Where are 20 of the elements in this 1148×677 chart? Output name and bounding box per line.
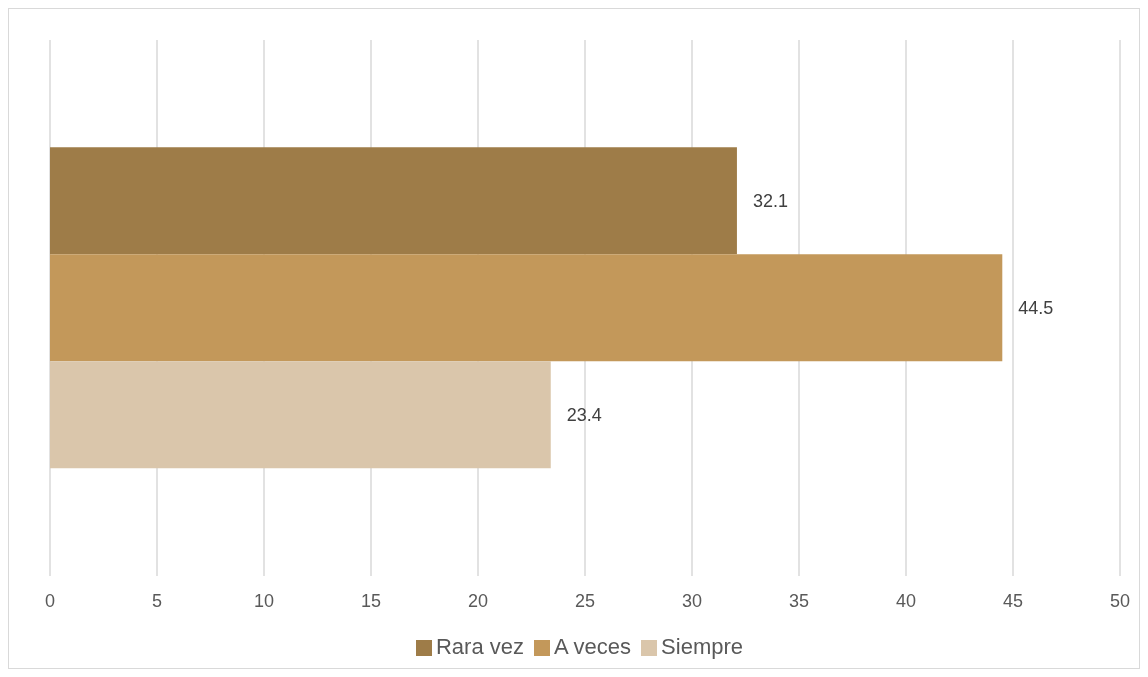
legend-label: A veces xyxy=(554,634,632,659)
x-tick-label: 40 xyxy=(895,590,917,611)
bar xyxy=(50,147,737,255)
x-tick-label: 0 xyxy=(44,590,56,611)
bar xyxy=(50,361,551,469)
x-tick-label: 25 xyxy=(574,590,596,611)
x-tick-label: 15 xyxy=(360,590,382,611)
data-label: 23.4 xyxy=(566,405,602,426)
data-label: 44.5 xyxy=(1018,298,1054,319)
bar xyxy=(50,254,1003,362)
x-tick-label: 5 xyxy=(151,590,163,611)
x-tick-label: 10 xyxy=(253,590,275,611)
legend-label: Siempre xyxy=(661,634,743,659)
x-tick-label: 50 xyxy=(1109,590,1131,611)
data-label: 32.1 xyxy=(752,191,788,212)
x-tick-label: 35 xyxy=(788,590,810,611)
x-tick-label: 20 xyxy=(467,590,489,611)
x-tick-label: 45 xyxy=(1002,590,1024,611)
x-tick-label: 30 xyxy=(681,590,703,611)
legend-label: Rara vez xyxy=(435,634,525,659)
